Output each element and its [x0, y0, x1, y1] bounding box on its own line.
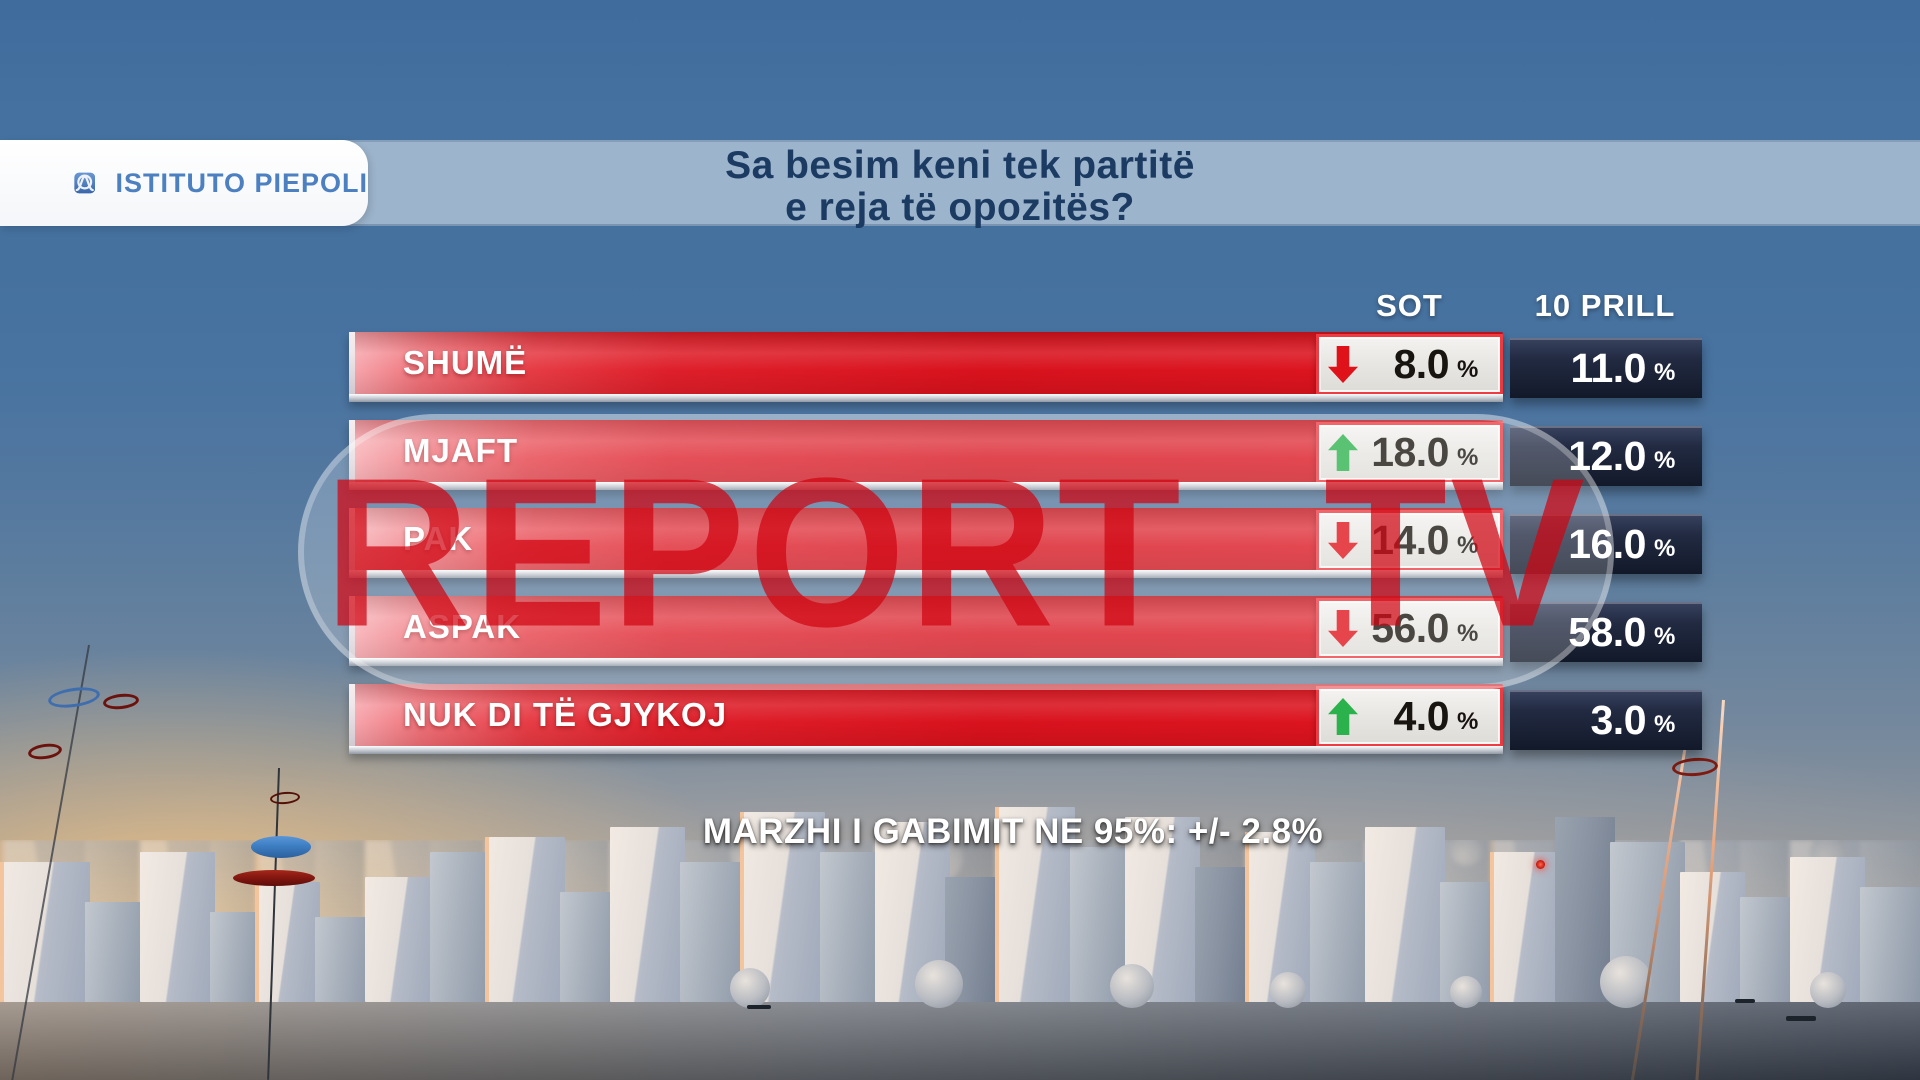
trend-arrow-icon	[1328, 522, 1358, 559]
prill-value: 11.0	[1570, 344, 1646, 391]
sot-value-box: 56.0 %	[1316, 598, 1503, 659]
percent-sign: %	[1457, 619, 1479, 647]
poll-row: PAK 14.0 % 16.0 %	[349, 508, 1702, 580]
percent-sign: %	[1457, 531, 1479, 559]
answer-label: PAK	[403, 520, 474, 557]
percent-sign: %	[1654, 623, 1676, 650]
prill-value: 12.0	[1568, 432, 1646, 479]
percent-sign: %	[1654, 711, 1676, 738]
margin-of-error-note: MARZHI I GABIMIT NE 95%: +/- 2.8%	[702, 812, 1324, 851]
prill-value-box: 16.0 %	[1510, 514, 1702, 574]
red-signal-light	[1536, 860, 1545, 869]
percent-sign: %	[1654, 447, 1676, 474]
sot-value: 14.0	[1371, 517, 1449, 563]
sot-value: 4.0	[1393, 693, 1450, 739]
prill-value-box: 11.0 %	[1510, 338, 1702, 398]
sot-value-box: 14.0 %	[1316, 510, 1503, 571]
logo-text: ISTITUTO PIEPOLI	[115, 167, 368, 198]
answer-bar: ASPAK 56.0 %	[349, 596, 1503, 666]
istituto-piepoli-logo: ISTITUTO PIEPOLI	[0, 140, 368, 226]
prill-value-box: 58.0 %	[1510, 602, 1702, 662]
antenna-ring	[1671, 756, 1719, 778]
red-disc	[233, 870, 315, 886]
answer-bar: MJAFT 18.0 %	[349, 420, 1503, 490]
sot-value: 56.0	[1371, 605, 1449, 651]
poll-row: ASPAK 56.0 % 58.0 %	[349, 596, 1702, 668]
sot-value-box: 8.0 %	[1316, 334, 1503, 395]
antenna-ring	[46, 684, 102, 711]
percent-sign: %	[1457, 443, 1479, 471]
antenna-ring	[269, 790, 301, 806]
waterline-mark	[747, 1005, 771, 1009]
percent-sign: %	[1654, 535, 1676, 562]
sot-value-box: 18.0 %	[1316, 422, 1503, 483]
answer-label: NUK DI TË GJYKOJ	[403, 696, 728, 733]
sot-value-box: 4.0 %	[1316, 686, 1503, 747]
answer-label: ASPAK	[403, 608, 522, 645]
answer-label: MJAFT	[403, 432, 518, 469]
poll-row: NUK DI TË GJYKOJ 4.0 % 3.0 %	[349, 684, 1702, 756]
waterline-mark	[1786, 1016, 1816, 1021]
percent-sign: %	[1654, 359, 1676, 386]
answer-bar: PAK 14.0 %	[349, 508, 1503, 578]
trend-arrow-icon	[1328, 434, 1358, 471]
antenna-ring	[102, 692, 140, 711]
blue-disc	[251, 836, 311, 858]
trend-arrow-icon	[1328, 610, 1358, 647]
question-line-1: Sa besim keni tek partitë	[725, 144, 1195, 187]
percent-sign: %	[1457, 355, 1479, 383]
prill-value-box: 12.0 %	[1510, 426, 1702, 486]
trend-arrow-icon	[1328, 698, 1358, 735]
poll-row: SHUMË 8.0 % 11.0 %	[349, 332, 1702, 404]
sot-value: 18.0	[1371, 429, 1449, 475]
column-header-sot: SOT	[1376, 288, 1443, 323]
prill-value: 58.0	[1568, 608, 1646, 655]
poll-row: MJAFT 18.0 % 12.0 %	[349, 420, 1702, 492]
water-surface	[0, 1002, 1920, 1080]
question-title: Sa besim keni tek partitë e reja të opoz…	[0, 145, 1920, 229]
answer-label: SHUMË	[403, 344, 528, 381]
column-header-10-prill: 10 PRILL	[1534, 288, 1676, 323]
answer-bar: NUK DI TË GJYKOJ 4.0 %	[349, 684, 1503, 754]
trend-arrow-icon	[1328, 346, 1358, 383]
antenna-ring	[27, 741, 63, 762]
city-skyline	[0, 807, 1920, 1008]
prill-value: 3.0	[1590, 696, 1647, 743]
istituto-piepoli-logo-icon	[74, 172, 96, 194]
sot-value: 8.0	[1393, 341, 1450, 387]
waterline-mark	[1735, 999, 1755, 1003]
answer-bar: SHUMË 8.0 %	[349, 332, 1503, 402]
question-line-2: e reja të opozitës?	[785, 186, 1135, 229]
prill-value: 16.0	[1568, 520, 1646, 567]
prill-value-box: 3.0 %	[1510, 690, 1702, 750]
percent-sign: %	[1457, 707, 1479, 735]
